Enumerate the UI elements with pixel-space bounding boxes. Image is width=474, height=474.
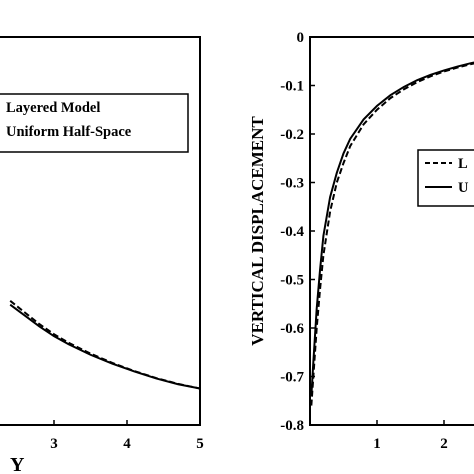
right-y-tick-label: -0.5 bbox=[280, 273, 304, 289]
left-series-layered-model-line bbox=[9, 300, 200, 390]
right-y-tick-labels: 0 -0.1 -0.2 -0.3 -0.4 -0.5 -0.6 -0.7 -0.8 bbox=[280, 30, 315, 434]
right-y-tick-label: -0.1 bbox=[280, 79, 304, 95]
right-legend-box bbox=[417, 149, 474, 207]
right-x-tick-label: 2 bbox=[440, 436, 448, 452]
right-series-u-line bbox=[310, 61, 474, 396]
left-legend-entry: Uniform Half-Space bbox=[6, 124, 132, 140]
right-y-tick-label: 0 bbox=[297, 30, 305, 46]
right-legend-entry: U bbox=[458, 180, 469, 196]
left-legend: Layered Model Uniform Half-Space bbox=[0, 93, 189, 153]
left-legend-entry: Layered Model bbox=[6, 100, 100, 116]
right-legend: LU bbox=[417, 149, 474, 207]
right-y-tick-label: -0.4 bbox=[280, 224, 304, 240]
right-y-tick-label: -0.3 bbox=[280, 176, 304, 192]
left-x-tick-label: 3 bbox=[50, 436, 58, 452]
right-y-tick-label: -0.2 bbox=[280, 127, 304, 143]
left-chart-panel: 3 4 5 Y Layered Model Uniform Half-Space bbox=[0, 36, 204, 474]
left-x-axis-label: Y bbox=[10, 454, 25, 474]
right-y-tick-label: -0.6 bbox=[280, 321, 304, 337]
left-x-tick-label: 4 bbox=[123, 436, 131, 452]
right-y-tick-label: -0.7 bbox=[280, 370, 304, 386]
right-y-axis-label: VERTICAL DISPLACEMENT bbox=[248, 116, 267, 346]
right-series-l-line bbox=[310, 62, 474, 406]
left-legend-box bbox=[0, 93, 189, 153]
left-plot-area bbox=[9, 300, 200, 390]
left-x-tick-labels: 3 4 5 bbox=[50, 420, 204, 452]
left-axes-box bbox=[0, 36, 201, 426]
right-x-tick-label: 1 bbox=[373, 436, 381, 452]
right-plot-area bbox=[310, 61, 474, 406]
right-y-tick-label: -0.8 bbox=[280, 418, 304, 434]
right-legend-entry: L bbox=[458, 156, 468, 172]
left-series-uniform-half-space-line bbox=[9, 303, 200, 390]
left-x-tick-label: 5 bbox=[196, 436, 204, 452]
